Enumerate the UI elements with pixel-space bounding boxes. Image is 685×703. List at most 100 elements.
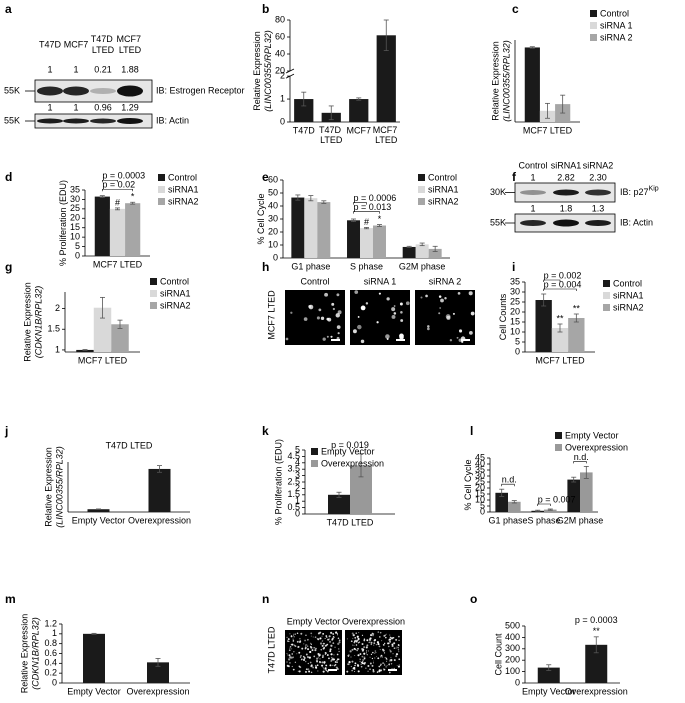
cell-dot [378,665,381,668]
cell-dot [335,631,338,634]
cell-dot [367,664,370,667]
cell-dot [321,664,324,667]
cell-dot [308,305,312,308]
p-value: p = 0.02 [102,180,135,190]
blot-band [63,86,89,96]
y-tick-label: 15 [475,488,485,498]
cell-dot [365,652,367,654]
cell-dot [293,633,295,635]
cell-dot [309,645,312,648]
cell-dot [379,648,381,651]
cell-dot [325,635,328,637]
cell-dot [361,642,364,646]
legend-swatch [418,186,425,193]
bar [291,197,305,258]
cell-dot [287,665,290,668]
cell-dot [293,650,295,653]
cell-dot [324,637,326,639]
cell-dot [303,317,308,321]
y-tick-label: 0 [280,116,285,126]
cell-dot [374,652,376,654]
cell-dot [305,670,307,673]
y-tick-label: 10 [475,494,485,504]
cell-dot [322,337,326,341]
cell-dot [337,648,340,650]
panel-letter: o [470,592,477,606]
cell-dot [301,658,303,660]
bar [111,324,129,352]
cell-dot [352,637,354,639]
cell-dot [288,649,291,651]
cell-dot [386,297,390,301]
y-tick-label: 40 [268,200,278,210]
cell-dot [357,647,359,650]
y-tick-label: 40 [475,458,485,468]
error-bar [321,200,327,204]
y-tick-label: 20 [268,226,278,236]
legend-swatch [590,22,597,29]
cell-dot [347,655,349,657]
image-title: Empty Vector [287,616,341,626]
scale-bar [331,339,340,341]
cell-dot [336,659,338,661]
error-bar [383,19,389,51]
x-tick-label: T47D [293,125,316,135]
cell-dot [370,634,373,637]
cell-dot [286,661,288,663]
legend-label: siRNA2 [168,196,199,206]
cell-dot [357,642,360,644]
legend-label: Control [160,276,189,286]
cell-dot [333,658,336,661]
panel-letter: g [5,260,12,274]
cell-dot [397,644,400,646]
scale-bar [328,669,337,671]
x-tick-label: G1 phase [291,261,330,271]
cell-dot [317,653,320,655]
x-tick-label: Overexpression [126,686,189,696]
y-tick-label: 0 [515,677,520,687]
cell-dot [292,640,295,642]
x-tick-label: Empty Vector [67,686,121,696]
error-bar [406,245,412,249]
cell-dot [305,634,307,636]
cell-dot [346,638,348,640]
cell-dot [368,641,371,644]
legend-label: siRNA2 [613,302,644,312]
y-tick-label: 2 [295,483,300,493]
cell-dot [389,649,391,651]
y-tick-label: 10 [70,232,80,242]
y-tick-label: 5 [75,241,80,251]
bar [304,198,318,258]
cell-dot [377,643,380,646]
bar [537,667,560,683]
error-bar [432,245,438,252]
bar [508,501,521,512]
cell-dot [375,644,377,646]
error-bar [351,218,357,223]
cell-dot [458,329,463,333]
legend-label: siRNA1 [160,288,191,298]
cell-dot [378,645,381,648]
cell-dot [359,653,362,656]
cell-dot [389,634,391,636]
cell-dot [395,653,399,656]
y-tick-label: 2 [280,70,285,80]
cell-dot [355,644,358,646]
y-tick-label: 100 [505,666,520,676]
cell-dot [390,663,393,665]
cell-dot [353,644,355,646]
y-tick-label: 2.5 [287,476,300,486]
y-tick-label: 40 [275,48,285,58]
band-quantification: 1.8 [560,203,573,213]
cell-dot [337,642,340,646]
cell-dot [388,638,392,641]
y-tick-label: 25 [475,476,485,486]
cell-dot [369,668,371,671]
size-marker: 55K [4,85,20,95]
cell-dot [307,662,309,665]
cell-dot [298,670,301,673]
cell-dot [398,658,401,661]
error-bar [100,296,105,319]
legend-swatch [311,460,318,467]
cell-dot [390,637,394,640]
